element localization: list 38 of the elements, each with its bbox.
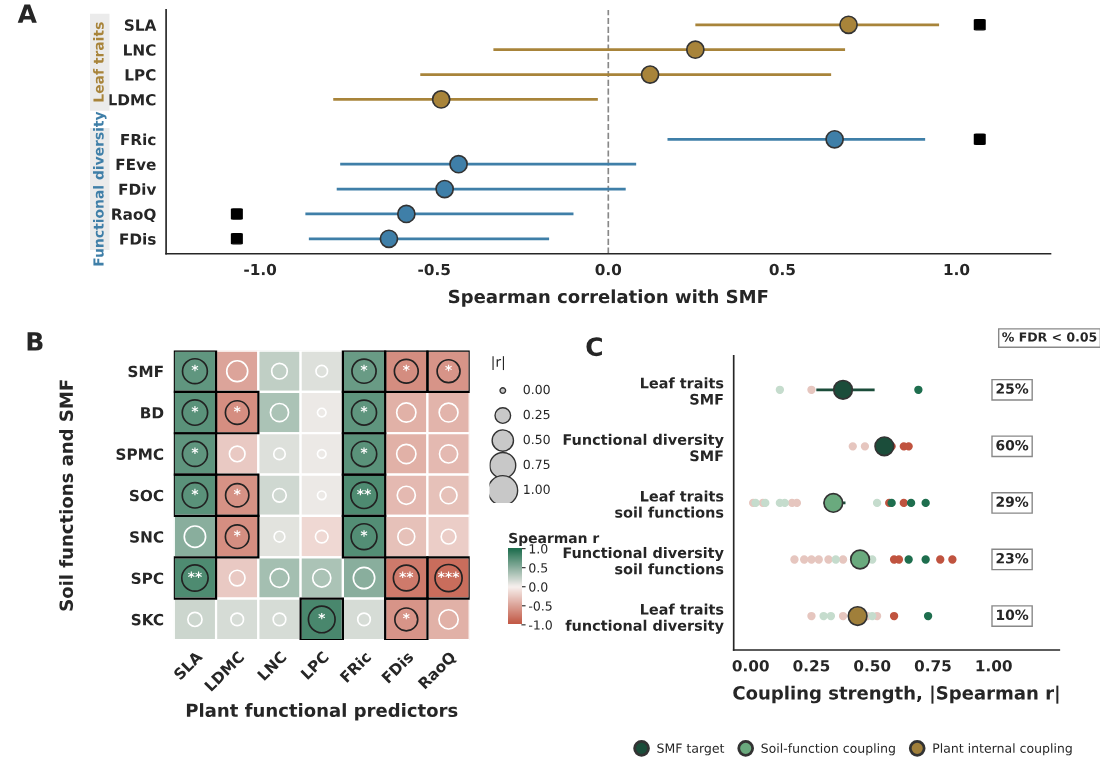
- point: [847, 605, 868, 627]
- point: [906, 498, 916, 508]
- point: [832, 379, 854, 400]
- point: [936, 555, 945, 564]
- point: [889, 611, 899, 621]
- point: [948, 555, 957, 564]
- point: [921, 555, 930, 564]
- point: [826, 611, 836, 621]
- chart-title: B: [27, 332, 43, 351]
- point: [848, 442, 857, 451]
- chart-title: C: [586, 337, 602, 357]
- y-axis-title: Soil functions and SMF: [59, 380, 74, 611]
- point: [868, 611, 877, 621]
- x-axis-title: Plant functional predictors: [186, 703, 458, 721]
- point: [838, 611, 848, 621]
- point: [800, 555, 809, 564]
- x-axis-title: Spearman correlation with SMF: [448, 289, 768, 307]
- point: [790, 555, 799, 564]
- point: [824, 555, 833, 564]
- chart-title: A: [17, 4, 37, 23]
- point: [923, 611, 933, 621]
- point: [904, 555, 913, 564]
- point: [819, 611, 828, 621]
- point: [921, 498, 930, 508]
- point: [775, 385, 785, 394]
- point: [914, 385, 923, 394]
- point: [831, 555, 840, 564]
- point: [807, 385, 816, 394]
- point: [814, 555, 823, 564]
- point: [807, 611, 816, 621]
- point: [838, 555, 848, 564]
- point: [874, 436, 895, 457]
- point: [872, 498, 882, 508]
- point: [823, 492, 844, 514]
- point: [860, 442, 870, 451]
- point: [849, 549, 871, 570]
- point: [807, 555, 816, 564]
- x-axis-title: Coupling strength, |Spearman r|: [733, 685, 1059, 704]
